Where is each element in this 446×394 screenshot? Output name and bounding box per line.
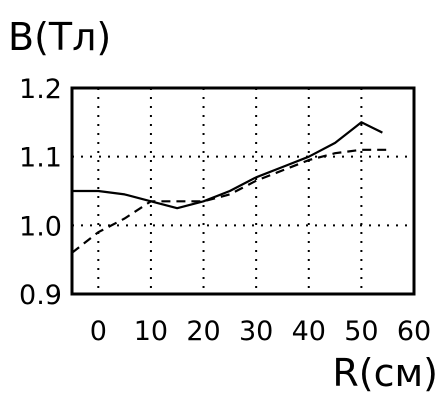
x-tick-label: 20 [186, 316, 220, 347]
x-axis-label: R(см) [332, 351, 438, 394]
x-tick-label: 10 [134, 316, 168, 347]
x-tick-label: 60 [397, 316, 431, 347]
plot-frame [70, 86, 416, 296]
y-tick-label: 1.1 [19, 143, 62, 174]
series-line-dashed [71, 148, 388, 254]
series-line-solid [72, 121, 383, 210]
y-tick-label: 0.9 [19, 280, 62, 311]
plot-area: 0 10 20 30 40 50 60 0.9 1.0 1.1 1.2 [19, 74, 431, 347]
x-tick-label: 0 [90, 316, 107, 347]
x-tick-label: 30 [239, 316, 273, 347]
y-tick-label: 1.2 [19, 74, 62, 105]
y-axis-label: B(Тл) [8, 15, 111, 59]
x-tick-label: 40 [292, 316, 326, 347]
y-tick-label: 1.0 [19, 211, 62, 242]
x-tick-label: 50 [344, 316, 378, 347]
